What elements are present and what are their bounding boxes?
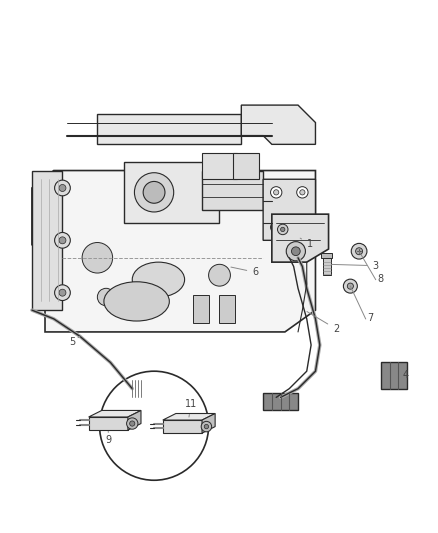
Circle shape [54,285,70,301]
Bar [232,153,258,179]
Polygon shape [271,214,328,262]
Text: 1: 1 [300,238,312,249]
Text: 8: 8 [377,274,383,284]
Circle shape [129,421,134,426]
Circle shape [343,279,357,293]
Bar [201,171,262,210]
Text: 2: 2 [306,312,339,334]
Circle shape [54,232,70,248]
Circle shape [59,237,66,244]
Circle shape [82,243,113,273]
Polygon shape [162,420,201,433]
Polygon shape [88,417,127,430]
Circle shape [355,248,362,255]
Text: 7: 7 [366,313,372,323]
Circle shape [99,371,208,480]
Circle shape [126,418,138,429]
Polygon shape [97,114,241,144]
Text: 6: 6 [230,267,258,277]
Circle shape [273,224,278,230]
Circle shape [277,224,287,235]
Circle shape [59,289,66,296]
Circle shape [291,247,300,256]
Circle shape [270,222,281,233]
Circle shape [97,288,115,306]
Polygon shape [32,171,62,310]
Bar [321,253,332,258]
Circle shape [143,181,165,203]
Ellipse shape [132,262,184,297]
Polygon shape [380,362,406,389]
Bar [193,295,208,323]
Text: 9: 9 [105,431,111,445]
Polygon shape [32,171,315,332]
Polygon shape [88,410,141,417]
Circle shape [280,227,284,232]
Circle shape [201,422,211,432]
Bar [219,295,234,323]
Ellipse shape [104,282,169,321]
Circle shape [208,264,230,286]
Bar [322,256,330,275]
Circle shape [346,283,353,289]
Circle shape [127,384,136,393]
Circle shape [350,244,366,259]
Bar [123,162,219,223]
Circle shape [299,224,304,230]
Circle shape [296,222,307,233]
Circle shape [54,180,70,196]
Text: 5: 5 [69,336,80,347]
Polygon shape [201,414,215,433]
Circle shape [59,184,66,191]
Bar [201,153,237,179]
Circle shape [204,424,208,429]
Polygon shape [162,414,215,420]
Polygon shape [262,179,315,240]
Circle shape [299,190,304,195]
Polygon shape [241,105,315,144]
Text: 4: 4 [395,370,408,379]
Circle shape [270,187,281,198]
Circle shape [286,241,305,261]
Circle shape [123,380,141,398]
Text: 3: 3 [331,261,378,271]
Circle shape [296,187,307,198]
Polygon shape [127,410,141,430]
Polygon shape [262,393,297,410]
Circle shape [134,173,173,212]
Circle shape [273,190,278,195]
Text: 11: 11 [184,399,197,417]
